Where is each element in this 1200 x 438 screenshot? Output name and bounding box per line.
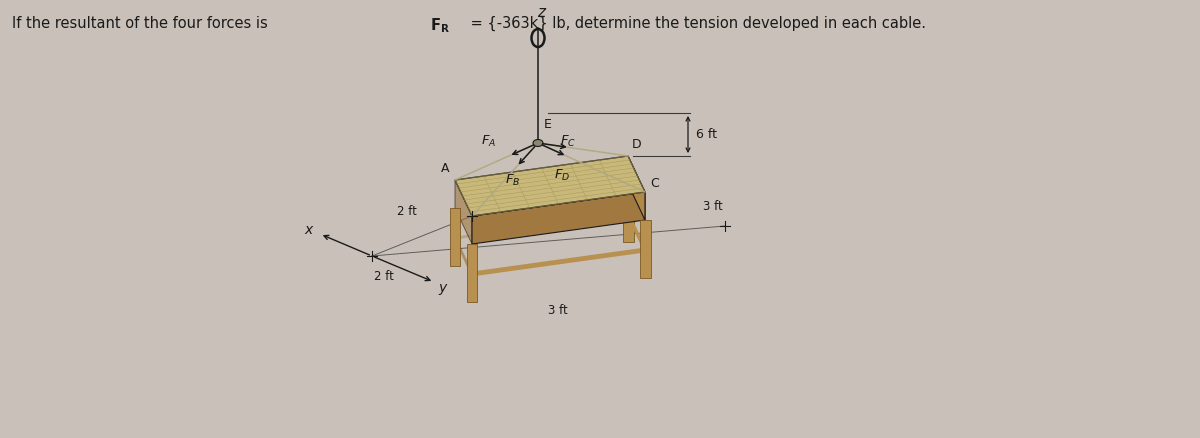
Polygon shape — [640, 220, 650, 278]
Text: $F_C$: $F_C$ — [560, 134, 576, 148]
Polygon shape — [455, 180, 472, 244]
Text: 3 ft: 3 ft — [548, 304, 568, 317]
Text: $F_D$: $F_D$ — [554, 168, 570, 183]
Text: 2 ft: 2 ft — [374, 270, 394, 283]
Polygon shape — [472, 192, 646, 244]
Text: If the resultant of the four forces is: If the resultant of the four forces is — [12, 16, 272, 31]
Text: $F_A$: $F_A$ — [481, 134, 496, 148]
Ellipse shape — [533, 139, 542, 146]
Text: z: z — [538, 5, 545, 20]
Text: A: A — [440, 162, 449, 175]
Text: $F_B$: $F_B$ — [504, 173, 520, 188]
Text: x: x — [304, 223, 312, 237]
Polygon shape — [450, 208, 461, 266]
Polygon shape — [628, 156, 646, 220]
Polygon shape — [455, 156, 646, 216]
Polygon shape — [623, 184, 634, 242]
Text: D: D — [632, 138, 642, 151]
Text: 6 ft: 6 ft — [696, 128, 718, 141]
Text: E: E — [544, 118, 552, 131]
Text: C: C — [650, 177, 659, 190]
Text: = {-363k} lb, determine the tension developed in each cable.: = {-363k} lb, determine the tension deve… — [466, 16, 926, 31]
Text: B: B — [474, 222, 482, 235]
Text: 2 ft: 2 ft — [397, 205, 416, 218]
Polygon shape — [467, 244, 478, 302]
Text: 3 ft: 3 ft — [703, 199, 722, 212]
Text: y: y — [438, 281, 446, 295]
Text: $\mathbf{F}_\mathbf{R}$: $\mathbf{F}_\mathbf{R}$ — [430, 16, 450, 35]
